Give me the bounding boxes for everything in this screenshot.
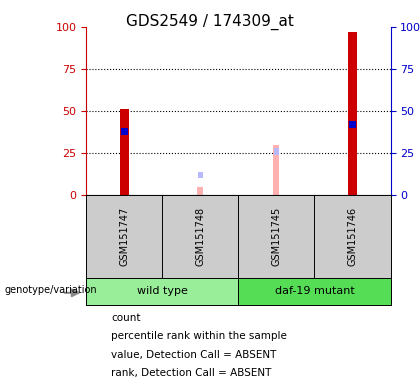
Bar: [349, 121, 356, 128]
Bar: [198, 172, 202, 178]
Text: GSM151747: GSM151747: [119, 207, 129, 266]
Text: genotype/variation: genotype/variation: [4, 285, 97, 295]
Bar: [273, 145, 279, 195]
Bar: [197, 187, 203, 195]
Bar: [120, 109, 129, 195]
Bar: [274, 148, 279, 155]
Text: value, Detection Call = ABSENT: value, Detection Call = ABSENT: [111, 350, 277, 360]
Text: GSM151748: GSM151748: [195, 207, 205, 266]
Text: percentile rank within the sample: percentile rank within the sample: [111, 331, 287, 341]
Bar: [121, 128, 128, 134]
Text: rank, Detection Call = ABSENT: rank, Detection Call = ABSENT: [111, 368, 272, 378]
Text: wild type: wild type: [137, 286, 188, 296]
Text: daf-19 mutant: daf-19 mutant: [275, 286, 354, 296]
Text: count: count: [111, 313, 141, 323]
Text: GSM151745: GSM151745: [271, 207, 281, 266]
Bar: [348, 32, 357, 195]
Text: GSM151746: GSM151746: [347, 207, 357, 266]
Text: GDS2549 / 174309_at: GDS2549 / 174309_at: [126, 13, 294, 30]
